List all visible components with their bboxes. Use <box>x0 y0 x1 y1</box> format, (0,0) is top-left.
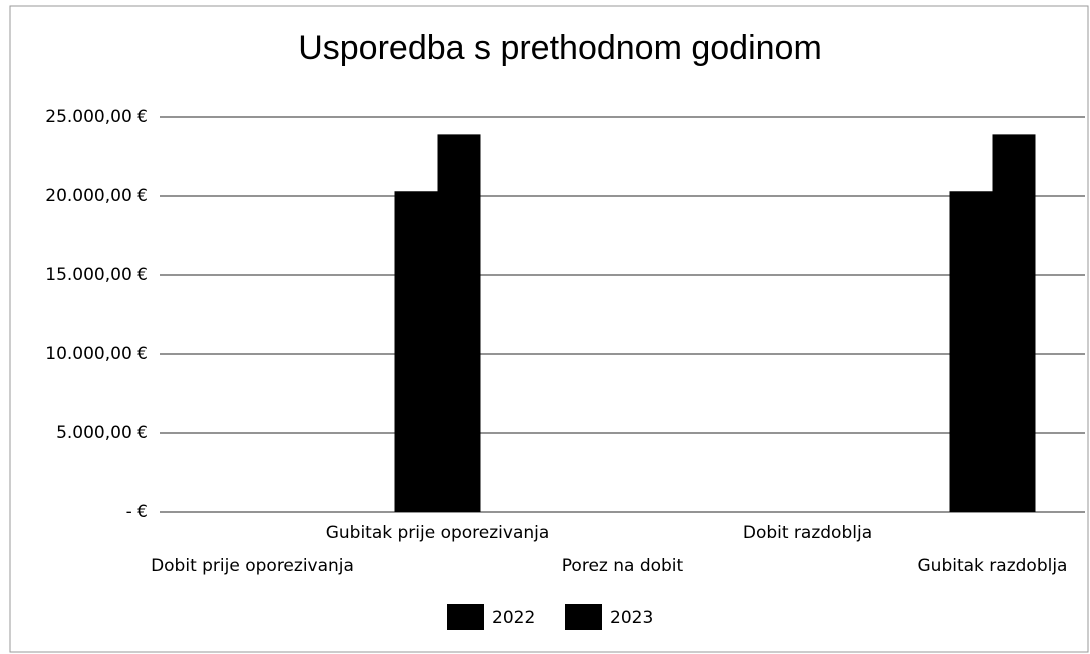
legend-swatch <box>565 604 602 630</box>
y-tick-label: 15.000,00 € <box>45 265 148 285</box>
legend-label: 2023 <box>610 608 653 628</box>
x-tick-label: Porez na dobit <box>562 556 684 576</box>
bar <box>437 134 481 512</box>
x-tick-label: Gubitak razdoblja <box>918 556 1068 576</box>
legend-label: 2022 <box>492 608 535 628</box>
y-tick-label: 25.000,00 € <box>45 107 148 127</box>
x-tick-label: Dobit razdoblja <box>743 523 872 543</box>
legend-swatch <box>447 604 484 630</box>
bar <box>992 134 1036 512</box>
bar <box>949 191 993 512</box>
bar <box>394 191 438 512</box>
y-tick-label: 10.000,00 € <box>45 344 148 364</box>
y-tick-label: 20.000,00 € <box>45 186 148 206</box>
chart-frame <box>9 5 1089 653</box>
x-tick-label: Dobit prije oporezivanja <box>151 556 354 576</box>
x-tick-label: Gubitak prije oporezivanja <box>326 523 550 543</box>
y-tick-label: - € <box>126 502 148 522</box>
y-tick-label: 5.000,00 € <box>56 423 148 443</box>
chart-title: Usporedba s prethodnom godinom <box>298 29 822 67</box>
